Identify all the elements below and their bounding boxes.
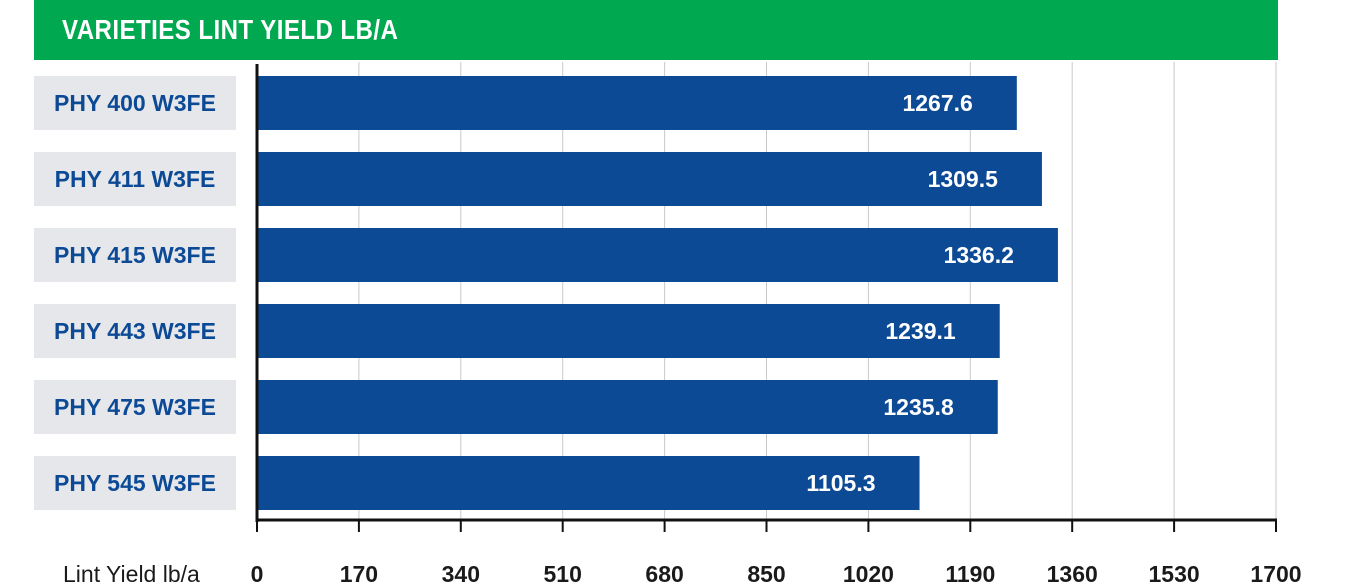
category-label-box (34, 456, 236, 510)
x-tick-label: 510 (544, 561, 582, 584)
x-tick-label: 680 (645, 561, 683, 584)
data-label: 1235.8 (883, 394, 954, 420)
bar (257, 152, 1042, 206)
x-tick-label: 1190 (945, 561, 995, 584)
x-tick-label: 1360 (1047, 561, 1098, 584)
category-label: PHY 415 W3FE (54, 242, 216, 268)
data-label: 1105.3 (806, 470, 875, 496)
category-label-box (34, 304, 236, 358)
category-label: PHY 400 W3FE (54, 90, 216, 116)
category-label-box (34, 76, 236, 130)
category-label: PHY 545 W3FE (54, 470, 216, 496)
category-label-box (34, 152, 236, 206)
bar (257, 304, 1000, 358)
x-tick-label: 340 (442, 561, 480, 584)
x-tick-label: 850 (747, 561, 785, 584)
x-tick-label: 1020 (843, 561, 894, 584)
category-label: PHY 475 W3FE (54, 394, 216, 420)
x-axis-title: Lint Yield lb/a (63, 561, 200, 584)
chart-title-bar: VARIETIES LINT YIELD LB/A (34, 0, 1278, 60)
data-label: 1267.6 (902, 90, 972, 116)
category-label: PHY 411 W3FE (55, 166, 216, 192)
category-label: PHY 443 W3FE (54, 318, 216, 344)
x-tick-label: 1530 (1149, 561, 1200, 584)
bar (257, 76, 1017, 130)
data-label: 1239.1 (885, 318, 956, 344)
data-label: 1336.2 (944, 242, 1014, 268)
bar (257, 456, 920, 510)
category-label-box (34, 380, 236, 434)
x-tick-label: 170 (340, 561, 378, 584)
x-tick-label: 0 (251, 561, 264, 584)
bar (257, 380, 998, 434)
data-label: 1309.5 (928, 166, 999, 192)
bar (257, 228, 1058, 282)
category-label-box (34, 228, 236, 282)
chart-title: VARIETIES LINT YIELD LB/A (62, 14, 399, 45)
x-tick-label: 1700 (1250, 561, 1301, 584)
